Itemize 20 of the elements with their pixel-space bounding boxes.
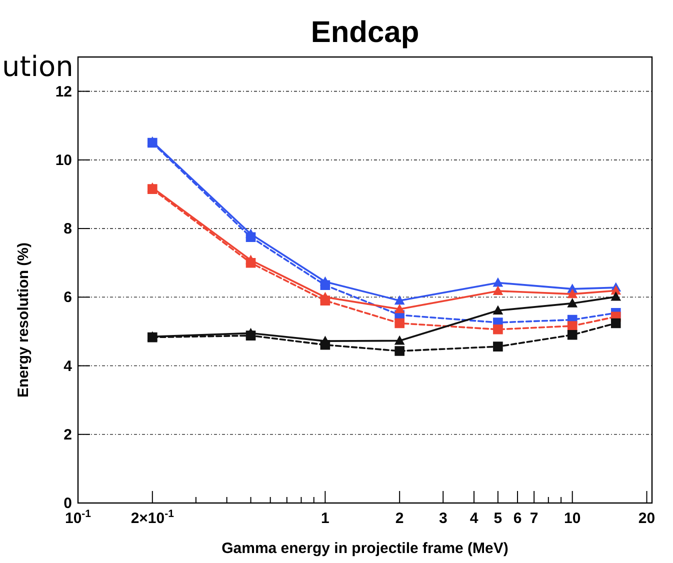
- y-tick-label: 4: [64, 358, 73, 375]
- x-tick-label: 2×10$^{-1}$: [130, 508, 174, 527]
- x-tick-label: 4: [470, 510, 479, 527]
- text: ution: [2, 50, 74, 83]
- x-tick-label: 5: [494, 510, 502, 527]
- x-tick-label: 2: [395, 510, 404, 527]
- y-axis-title: Energy resolution (%): [15, 242, 32, 398]
- y-tick-label: 12: [55, 83, 72, 100]
- x-tick-label: 20: [638, 510, 656, 527]
- x-tick-label: 1: [321, 510, 330, 527]
- x-tick-label: 7: [530, 510, 538, 527]
- y-tick-label: 8: [64, 220, 72, 238]
- y-tick-label: 6: [64, 289, 72, 306]
- y-tick-label: 10: [55, 152, 72, 169]
- x-tick-label: 6: [513, 510, 522, 527]
- y-tick-label: 2: [64, 426, 72, 444]
- x-axis-title: Gamma energy in projectile frame (MeV): [222, 540, 508, 557]
- x-tick-label: 10: [564, 510, 581, 527]
- chart-title: Endcap: [310, 16, 420, 49]
- x-tick-label: 3: [438, 510, 448, 527]
